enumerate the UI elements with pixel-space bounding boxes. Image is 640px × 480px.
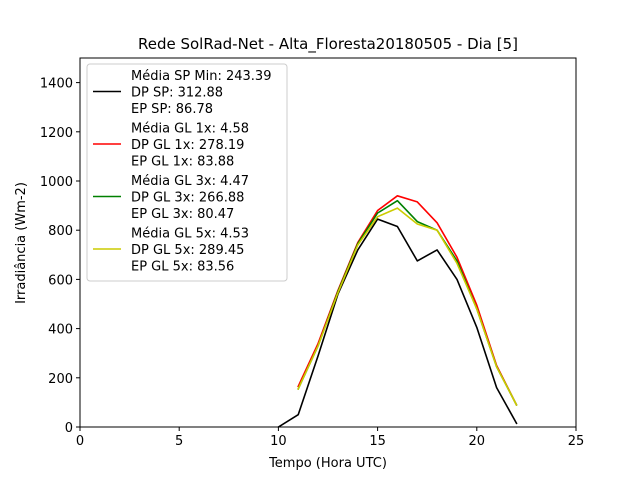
- x-axis-label: Tempo (Hora UTC): [268, 456, 387, 471]
- legend-entry-1-1: Média SP Min: 243.39: [131, 69, 271, 84]
- legend-entry-3-3: EP GL 3x: 80.47: [131, 207, 234, 222]
- series-layer: [277, 195, 518, 429]
- y-tick-label: 800: [48, 224, 73, 239]
- x-axis: 0 5 10 15 20 25: [76, 427, 584, 449]
- legend-entry-3-2: DP GL 3x: 266.88: [131, 191, 244, 206]
- series-line-1: [277, 218, 518, 429]
- y-tick-label: 0: [65, 421, 73, 436]
- y-tick-label: 1400: [40, 77, 73, 92]
- legend-entry-2-3: EP GL 1x: 83.88: [131, 155, 234, 170]
- legend-entry-4-1: Média GL 5x: 4.53: [131, 227, 249, 242]
- legend-entry-2-2: DP GL 1x: 278.19: [131, 138, 244, 153]
- y-axis: 0 200 400 600 800 1000 1200 1400: [40, 77, 80, 436]
- legend-entry-2-1: Média GL 1x: 4.58: [131, 122, 249, 137]
- legend-entry-4-3: EP GL 5x: 83.56: [131, 260, 234, 275]
- x-tick-label: 20: [469, 434, 486, 449]
- x-tick-label: 5: [175, 434, 183, 449]
- legend-entry-3-1: Média GL 3x: 4.47: [131, 174, 249, 189]
- plot-area-frame: [79, 57, 577, 428]
- legend-entry-4-2: DP GL 5x: 289.45: [131, 243, 244, 258]
- y-tick-label: 1000: [40, 175, 73, 190]
- y-tick-label: 1200: [40, 126, 73, 141]
- x-tick-label: 10: [270, 434, 287, 449]
- x-tick-label: 15: [369, 434, 386, 449]
- legend-entry-1-2: DP SP: 312.88: [131, 86, 223, 101]
- series-line-4: [297, 207, 518, 406]
- y-tick-label: 400: [48, 323, 73, 338]
- y-tick-label: 200: [48, 372, 73, 387]
- x-tick-label: 25: [568, 434, 585, 449]
- y-axis-label: Irradiância (Wm-2): [14, 182, 29, 304]
- legend-box: [86, 63, 288, 282]
- x-tick-label: 0: [76, 434, 84, 449]
- y-tick-label: 600: [48, 273, 73, 288]
- legend-entry-1-3: EP SP: 86.78: [131, 102, 213, 117]
- chart-title: Rede SolRad-Net - Alta_Floresta20180505 …: [138, 35, 518, 54]
